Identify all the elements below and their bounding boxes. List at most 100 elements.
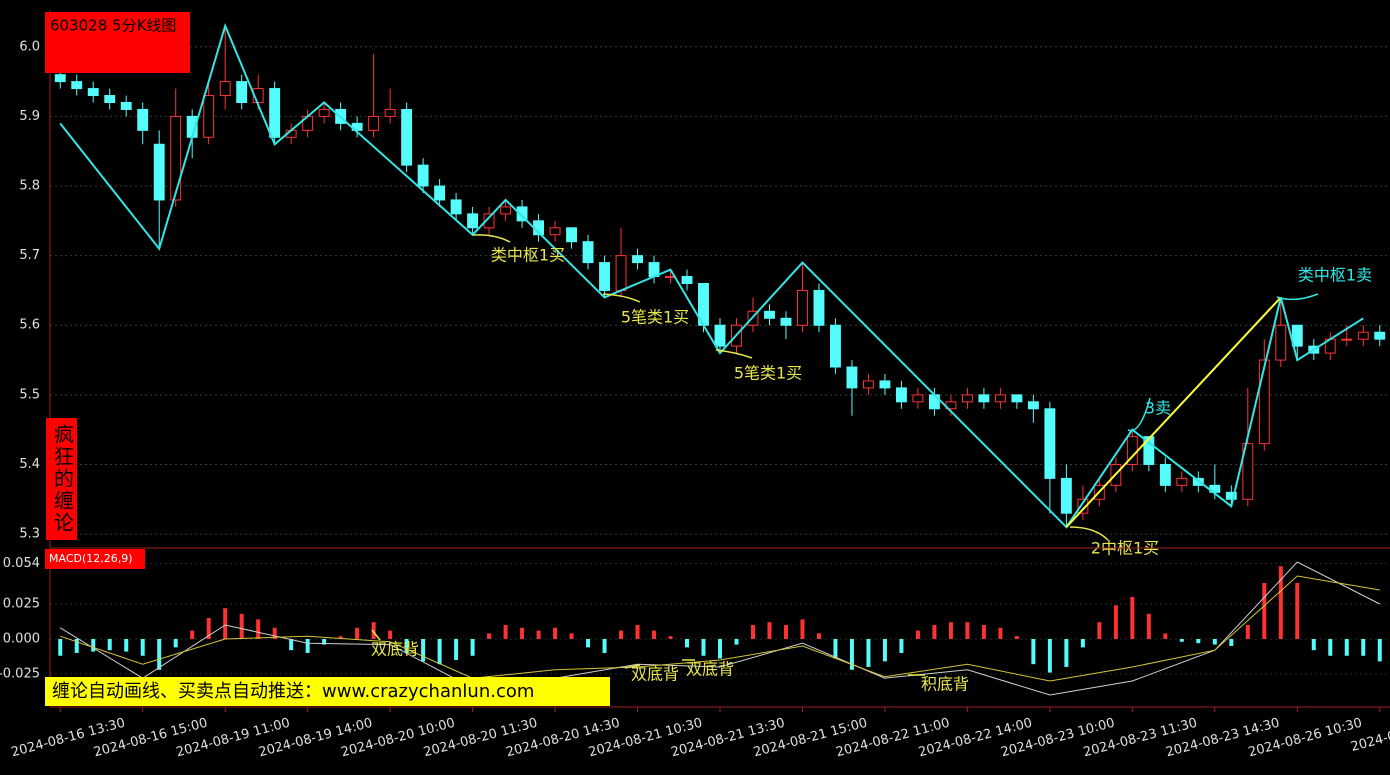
y-tick-label: 5.8 (19, 179, 40, 194)
brand-box (46, 418, 77, 540)
candle-body (450, 199, 462, 215)
candle-body (566, 227, 578, 243)
annotation-arrow (472, 234, 511, 243)
y-tick-label: -0.025 (0, 666, 40, 681)
chart-title: 603028 5分K线图 (50, 17, 176, 35)
y-tick-label: 5.5 (19, 387, 40, 402)
candle-body (830, 324, 841, 368)
candle-body (764, 310, 775, 319)
line (59, 22, 1364, 529)
y-tick-label: 0.000 (3, 631, 40, 646)
brand-text: 疯狂的缠论 (51, 424, 75, 534)
y-tick-label: 0.025 (3, 596, 40, 611)
candle-body (153, 143, 165, 201)
candle-body (467, 213, 479, 229)
annotation: 双底背 (631, 665, 679, 684)
candle-body (1143, 436, 1155, 465)
candle-body (1291, 324, 1303, 347)
annotation: 5笔类1买 (734, 364, 802, 383)
candle-body (780, 317, 792, 326)
candle-body (797, 289, 808, 326)
candle-body (1242, 443, 1254, 500)
annotation: 积底背 (921, 675, 969, 694)
candle-body (1044, 408, 1056, 479)
y-tick-label: 5.4 (19, 457, 40, 472)
candle-body (1159, 463, 1171, 486)
price-panel: 5.35.45.55.65.75.85.96.0类中枢1买5笔类1买5笔类1买2… (19, 22, 1390, 558)
macd-title: MACD(12,26,9) (49, 552, 133, 565)
annotation: 类中枢1卖 (1298, 266, 1372, 285)
macd-label-box (45, 549, 145, 569)
candle-body (1060, 477, 1072, 514)
candle-body (1341, 338, 1353, 341)
candle-body (862, 380, 874, 389)
annotation-arrow (371, 629, 381, 641)
candle-body (483, 213, 495, 229)
candle-body (203, 95, 215, 138)
annotation-arrow (1069, 526, 1109, 541)
candle-body (401, 108, 413, 166)
line (60, 575, 1380, 682)
y-tick-label: 5.6 (19, 318, 40, 333)
candle-body (846, 366, 858, 389)
candle-body (104, 95, 116, 103)
y-tick-label: 0.054 (3, 556, 40, 571)
y-tick-label: 5.7 (19, 248, 40, 263)
candle-body (318, 108, 330, 117)
banner-box (45, 677, 610, 706)
candle-body (813, 289, 825, 326)
annotation-arrow (602, 293, 641, 303)
annotation-arrow (1127, 397, 1151, 432)
candle-body (219, 81, 231, 97)
candle-body (1258, 359, 1270, 445)
annotation: 5笔类1买 (621, 308, 689, 327)
candle-body (599, 262, 610, 291)
candle-body (87, 88, 99, 97)
candle-body (269, 88, 281, 138)
candle-body (549, 227, 561, 236)
title-box (45, 12, 190, 73)
candle-body (384, 108, 396, 117)
candle-body (879, 380, 891, 389)
candle-body (978, 394, 990, 403)
candle-body (137, 108, 149, 131)
annotation: 类中枢1买 (491, 246, 565, 265)
candle-body (1077, 498, 1089, 514)
candle-body (1374, 331, 1386, 340)
candle-body (1027, 401, 1039, 410)
candle-body (582, 241, 594, 264)
annotation-arrow (624, 664, 641, 669)
candle-body (1176, 477, 1188, 486)
candle-body (417, 164, 429, 187)
annotation-arrow (1276, 293, 1319, 301)
candle-body (236, 81, 248, 103)
candle-body (895, 387, 907, 403)
candle-body (681, 276, 693, 284)
candle-body (615, 255, 627, 291)
candle-body (1011, 394, 1023, 403)
y-tick-label: 5.3 (19, 527, 40, 542)
annotation: 3卖 (1145, 399, 1171, 418)
candle-body (994, 394, 1006, 403)
y-tick-label: 5.9 (19, 109, 40, 124)
candle-body (516, 206, 528, 222)
candle-body (54, 74, 66, 83)
candle-body (368, 115, 380, 131)
candle-body (71, 81, 83, 90)
annotation-arrow (715, 349, 753, 359)
annotation: 双底背 (686, 660, 734, 679)
line (1065, 296, 1282, 528)
annotation: 双底背 (371, 640, 419, 659)
candle-body (1357, 331, 1369, 340)
candle-body (170, 115, 182, 201)
candle-body (912, 394, 924, 403)
banner-text: 缠论自动画线、买卖点自动推送：www.crazychanlun.com (52, 681, 534, 702)
candle-body (1275, 324, 1287, 361)
candle-body (120, 101, 132, 110)
candle-body (1225, 491, 1237, 500)
candle-body (632, 255, 643, 264)
